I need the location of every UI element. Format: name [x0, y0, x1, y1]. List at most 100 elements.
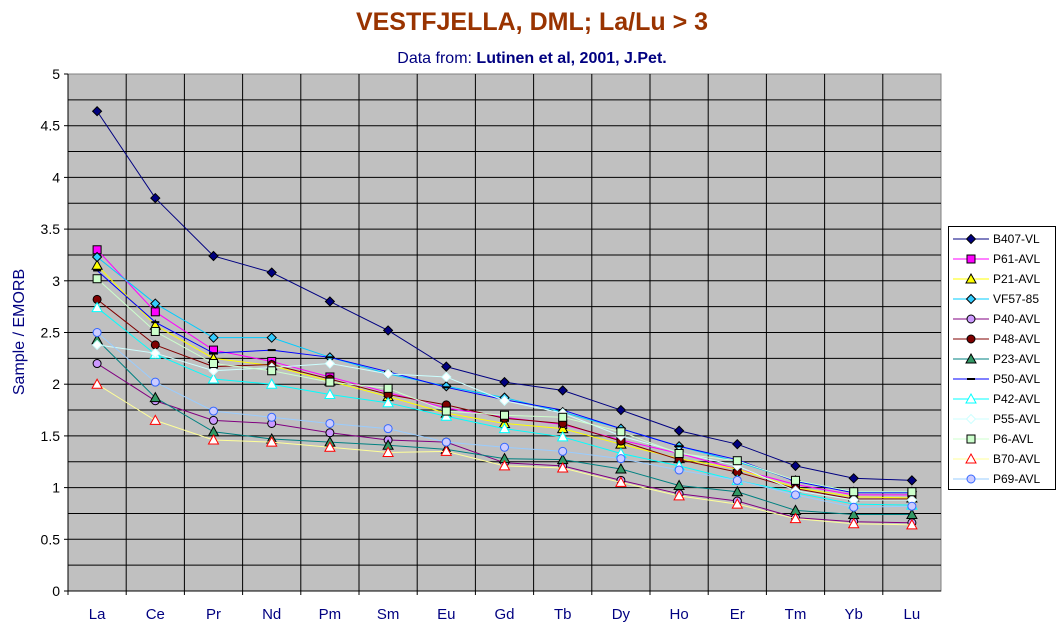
series-p23-avl	[91, 333, 918, 519]
x-tick-label: Yb	[845, 606, 863, 623]
data-point	[556, 461, 569, 473]
data-point	[150, 347, 161, 359]
data-point	[91, 301, 103, 313]
data-point	[673, 479, 685, 491]
data-point	[499, 376, 510, 388]
y-tick-label: 1.5	[41, 428, 61, 444]
data-point	[266, 267, 277, 278]
y-tick-label: 1	[52, 480, 60, 496]
x-tick-label: Pr	[206, 606, 221, 623]
data-point	[209, 406, 218, 416]
data-point	[500, 410, 509, 420]
data-point	[383, 424, 393, 434]
data-point	[731, 498, 744, 509]
data-point	[558, 446, 568, 456]
legend-marker	[966, 254, 976, 264]
data-point	[383, 383, 393, 393]
data-point	[265, 436, 278, 447]
x-tick-label: Dy	[612, 606, 631, 623]
data-point	[91, 251, 103, 263]
data-point	[907, 501, 917, 511]
legend-label: P23-AVL	[993, 352, 1041, 366]
data-point	[558, 412, 568, 422]
legend-swatch	[953, 254, 989, 264]
data-point	[615, 404, 627, 416]
legend-swatch	[953, 392, 989, 404]
data-point	[673, 489, 685, 501]
data-point	[440, 410, 453, 421]
legend: B407-VL P61-AVL P21-AVL VF57-85 P40-AVL P48-A…	[948, 226, 1056, 490]
legend-swatch	[953, 474, 989, 484]
data-point	[789, 512, 802, 524]
data-point	[382, 446, 394, 457]
legend-label: B407-VL	[993, 232, 1040, 246]
data-point	[441, 371, 452, 383]
legend-marker	[966, 334, 976, 344]
data-point	[150, 192, 161, 204]
data-point	[91, 106, 103, 117]
legend-marker	[965, 293, 977, 305]
gridlines	[68, 74, 941, 591]
legend-label: B70-AVL	[993, 452, 1041, 466]
data-point	[267, 366, 277, 376]
y-tick-label: 3	[52, 273, 60, 289]
legend-item: P42-AVL	[949, 389, 1055, 409]
data-point	[906, 508, 918, 519]
legend-marker	[966, 434, 976, 444]
data-point	[731, 485, 744, 497]
data-point	[208, 332, 219, 343]
legend-label: VF57-85	[993, 292, 1040, 306]
y-axis-label: Sample / EMORB	[11, 269, 28, 395]
legend-item: B407-VL	[949, 229, 1055, 249]
legend-item: P48-AVL	[949, 329, 1055, 349]
data-point	[92, 328, 102, 337]
data-point	[848, 473, 859, 484]
legend-swatch	[953, 352, 989, 364]
data-point	[265, 378, 278, 389]
x-tick-label: Tb	[554, 606, 572, 623]
y-tick-label: 0	[52, 583, 60, 599]
data-point	[732, 475, 742, 485]
legend-item: P69-AVL	[949, 469, 1055, 489]
legend-marker	[966, 314, 976, 324]
data-point	[91, 259, 103, 270]
data-point	[615, 476, 627, 487]
x-tick-label: Sm	[377, 606, 400, 623]
x-tick-label: Lu	[904, 606, 921, 623]
x-tick-label: Ce	[146, 606, 165, 623]
legend-label: P42-AVL	[993, 392, 1041, 406]
legend-item: VF57-85	[949, 289, 1055, 309]
data-point	[209, 359, 218, 369]
data-point	[267, 412, 277, 422]
data-point	[92, 359, 102, 369]
subtitle-source: Lutinen et al, 2001, J.Pet.	[476, 50, 667, 67]
data-point	[498, 459, 511, 471]
legend-swatch	[953, 452, 989, 464]
x-tick-label: Pm	[319, 606, 342, 623]
data-point	[325, 428, 335, 438]
data-point	[324, 388, 336, 400]
data-point	[150, 298, 161, 309]
y-tick-label: 2.5	[41, 325, 61, 341]
legend-item: P21-AVL	[949, 269, 1055, 289]
legend-label: P50-AVL	[993, 372, 1041, 386]
data-point	[791, 490, 800, 500]
data-point	[498, 422, 511, 434]
y-tick-label: 5	[52, 66, 60, 82]
data-point	[382, 325, 394, 336]
x-tick-label: La	[89, 606, 106, 623]
data-point	[441, 381, 452, 392]
series-p6-avl	[92, 274, 917, 497]
legend-marker	[965, 352, 977, 364]
legend-marker	[965, 233, 977, 245]
data-point	[382, 396, 394, 408]
data-point	[150, 307, 160, 317]
legend-swatch	[953, 233, 989, 245]
data-point	[208, 250, 219, 262]
legend-label: P69-AVL	[993, 472, 1041, 486]
data-point	[441, 361, 452, 372]
legend-marker	[965, 392, 977, 404]
legend-label: P61-AVL	[993, 252, 1041, 266]
data-point	[324, 441, 336, 452]
y-tick-label: 3.5	[41, 221, 61, 237]
